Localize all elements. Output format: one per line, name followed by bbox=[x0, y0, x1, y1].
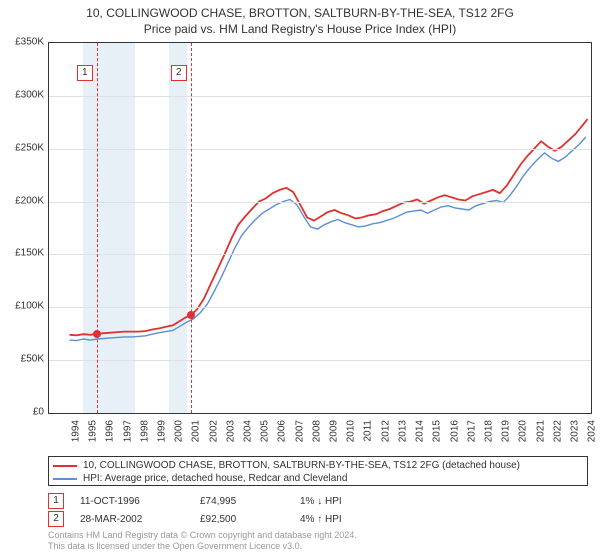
x-tick-label: 2019 bbox=[500, 420, 511, 442]
x-tick-label: 1998 bbox=[139, 420, 150, 442]
legend-swatch bbox=[53, 478, 77, 480]
x-tick-label: 2023 bbox=[569, 420, 580, 442]
event-dashed-line bbox=[97, 43, 98, 413]
x-tick-label: 2001 bbox=[191, 420, 202, 442]
event-id-box: 1 bbox=[48, 493, 64, 509]
legend: 10, COLLINGWOOD CHASE, BROTTON, SALTBURN… bbox=[48, 456, 588, 486]
x-tick-label: 2011 bbox=[362, 420, 373, 442]
x-tick-label: 2014 bbox=[414, 420, 425, 442]
gridline bbox=[49, 254, 591, 255]
x-axis: 1994 1995 1996 1997 1998 1999 2000 2001 2002 2003… bbox=[48, 414, 590, 454]
gridline bbox=[49, 360, 591, 361]
x-tick-label: 2000 bbox=[173, 420, 184, 442]
x-tick-label: 2010 bbox=[346, 420, 357, 442]
chart-plot-area: 12 bbox=[48, 42, 592, 414]
x-tick-label: 2022 bbox=[552, 420, 563, 442]
x-tick-label: 2020 bbox=[518, 420, 529, 442]
legend-row: HPI: Average price, detached house, Redc… bbox=[53, 472, 583, 485]
x-tick-label: 2003 bbox=[225, 420, 236, 442]
x-tick-label: 1996 bbox=[105, 420, 116, 442]
y-tick-label: £0 bbox=[33, 407, 44, 418]
x-tick-label: 2004 bbox=[242, 420, 253, 442]
x-tick-label: 2005 bbox=[260, 420, 271, 442]
x-tick-label: 2006 bbox=[277, 420, 288, 442]
x-tick-label: 2021 bbox=[535, 420, 546, 442]
y-tick-label: £150K bbox=[15, 248, 44, 259]
x-tick-label: 1994 bbox=[70, 420, 81, 442]
series-line-hpi bbox=[70, 137, 586, 341]
event-marker-box: 1 bbox=[77, 65, 93, 81]
gridline bbox=[49, 202, 591, 203]
event-price: £74,995 bbox=[200, 496, 300, 507]
event-marker-box: 2 bbox=[171, 65, 187, 81]
event-date: 28-MAR-2002 bbox=[80, 514, 200, 525]
x-tick-label: 2024 bbox=[586, 420, 597, 442]
x-tick-label: 2013 bbox=[397, 420, 408, 442]
title-block: 10, COLLINGWOOD CHASE, BROTTON, SALTBURN… bbox=[0, 0, 600, 37]
event-date: 11-OCT-1996 bbox=[80, 496, 200, 507]
title-main: 10, COLLINGWOOD CHASE, BROTTON, SALTBURN… bbox=[0, 6, 600, 22]
x-tick-label: 1999 bbox=[156, 420, 167, 442]
y-tick-label: £300K bbox=[15, 89, 44, 100]
x-tick-label: 2012 bbox=[380, 420, 391, 442]
event-data-row: 2 28-MAR-2002£92,5004% ↑ HPI bbox=[48, 510, 400, 528]
legend-row: 10, COLLINGWOOD CHASE, BROTTON, SALTBURN… bbox=[53, 459, 583, 472]
x-tick-label: 1995 bbox=[87, 420, 98, 442]
subtitle: Price paid vs. HM Land Registry's House … bbox=[0, 22, 600, 38]
y-tick-label: £350K bbox=[15, 37, 44, 48]
chart-svg bbox=[49, 43, 591, 413]
event-dashed-line bbox=[191, 43, 192, 413]
x-tick-label: 2007 bbox=[294, 420, 305, 442]
y-tick-label: £100K bbox=[15, 301, 44, 312]
y-axis: £0£50K£100K£150K£200K£250K£300K£350K bbox=[0, 42, 46, 412]
event-pct: 1% ↓ HPI bbox=[300, 496, 400, 507]
x-tick-label: 2002 bbox=[208, 420, 219, 442]
event-data-table: 1 11-OCT-1996£74,9951% ↓ HPI 2 28-MAR-2002£… bbox=[48, 492, 400, 528]
x-tick-label: 2015 bbox=[432, 420, 443, 442]
y-tick-label: £50K bbox=[21, 354, 44, 365]
x-tick-label: 2009 bbox=[328, 420, 339, 442]
event-pct: 4% ↑ HPI bbox=[300, 514, 400, 525]
x-tick-label: 2018 bbox=[483, 420, 494, 442]
legend-label: HPI: Average price, detached house, Redc… bbox=[83, 473, 347, 484]
attribution-line2: This data is licensed under the Open Gov… bbox=[48, 541, 357, 552]
attribution-line1: Contains HM Land Registry data © Crown c… bbox=[48, 530, 357, 541]
event-data-row: 1 11-OCT-1996£74,9951% ↓ HPI bbox=[48, 492, 400, 510]
x-tick-label: 2016 bbox=[449, 420, 460, 442]
data-dot bbox=[187, 311, 195, 319]
attribution: Contains HM Land Registry data © Crown c… bbox=[48, 530, 357, 552]
gridline bbox=[49, 149, 591, 150]
series-line-property bbox=[70, 119, 588, 335]
y-tick-label: £200K bbox=[15, 195, 44, 206]
x-tick-label: 2008 bbox=[311, 420, 322, 442]
data-dot bbox=[93, 330, 101, 338]
gridline bbox=[49, 96, 591, 97]
y-tick-label: £250K bbox=[15, 142, 44, 153]
x-tick-label: 2017 bbox=[466, 420, 477, 442]
event-id-box: 2 bbox=[48, 511, 64, 527]
gridline bbox=[49, 307, 591, 308]
legend-swatch bbox=[53, 465, 77, 467]
legend-label: 10, COLLINGWOOD CHASE, BROTTON, SALTBURN… bbox=[83, 460, 520, 471]
event-price: £92,500 bbox=[200, 514, 300, 525]
chart-container: 10, COLLINGWOOD CHASE, BROTTON, SALTBURN… bbox=[0, 0, 600, 560]
x-tick-label: 1997 bbox=[122, 420, 133, 442]
